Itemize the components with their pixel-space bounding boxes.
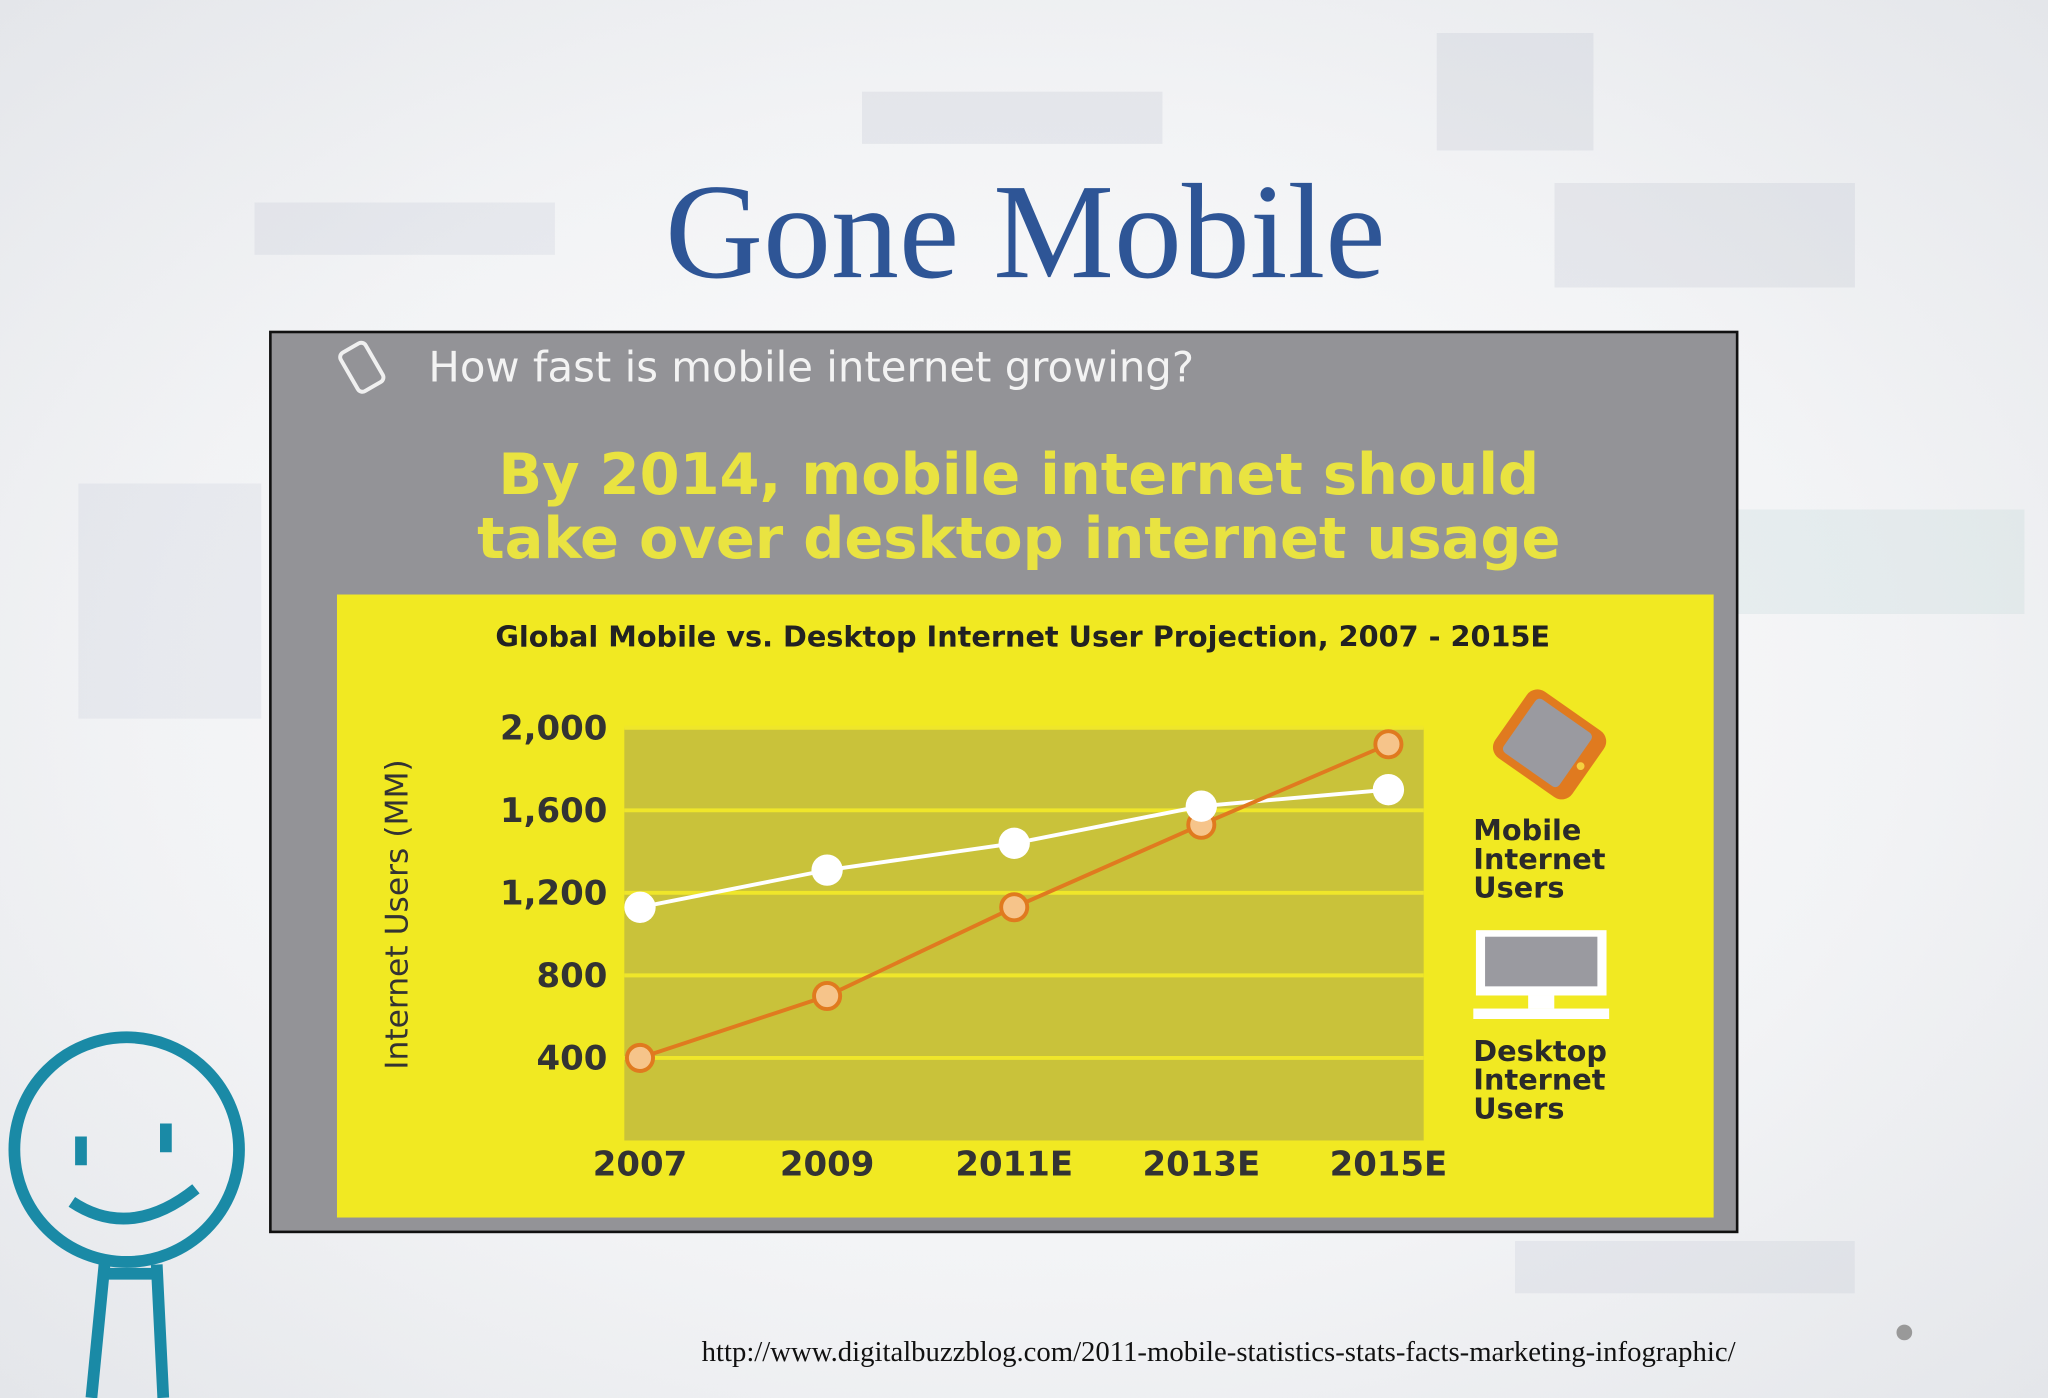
y-tick-label: 2,000 [500, 708, 607, 748]
data-point [624, 891, 656, 923]
data-point [998, 827, 1030, 859]
data-point [812, 980, 843, 1012]
header: How fast is mobile internet growing? [428, 343, 1194, 392]
data-point [1372, 773, 1405, 806]
data-point [811, 854, 843, 886]
bullet [1896, 1324, 1913, 1341]
x-tick-label: 2007 [593, 1145, 687, 1185]
mobile-icon [1492, 689, 1607, 800]
headline: By 2014, mobile internet should [498, 441, 1539, 508]
chart-title: Global Mobile vs. Desktop Internet User … [495, 620, 1550, 654]
y-tick-label: 1,200 [500, 874, 607, 914]
headline: take over desktop internet usage [477, 505, 1560, 572]
phone-icon [338, 340, 386, 394]
x-tick-label: 2011E [955, 1145, 1073, 1185]
plot-area [624, 727, 1424, 1141]
legend-item: Mobile Internet Users [1473, 817, 1606, 906]
source-url: http://www.digitalbuzzblog.com/2011-mobi… [702, 1336, 1736, 1368]
y-tick-label: 1,600 [500, 791, 607, 831]
x-tick-label: 2015E [1330, 1145, 1448, 1185]
y-axis-label: Internet Users (MM) [380, 759, 416, 1070]
data-point [1373, 729, 1404, 760]
data-point [624, 1042, 656, 1073]
x-tick-label: 2009 [780, 1145, 874, 1185]
legend-label: Mobile Internet Users [1473, 817, 1606, 906]
legend-label: Desktop Internet Users [1473, 1038, 1607, 1127]
decoration [78, 32, 2025, 1294]
data-point [1185, 790, 1217, 822]
legend-item: Desktop Internet Users [1473, 1038, 1607, 1127]
y-tick-label: 800 [537, 956, 608, 996]
data-point [999, 892, 1030, 923]
desktop-icon [1473, 930, 1610, 1019]
plot: 400 800 1,200 1,600 2,000 2007 2009 2011E 2013E 2… [500, 708, 1447, 1184]
y-tick-label: 400 [537, 1039, 608, 1079]
mascot [8, 1031, 245, 1398]
x-tick-label: 2013E [1142, 1145, 1260, 1185]
slide-title: Gone Mobile [665, 157, 1386, 307]
